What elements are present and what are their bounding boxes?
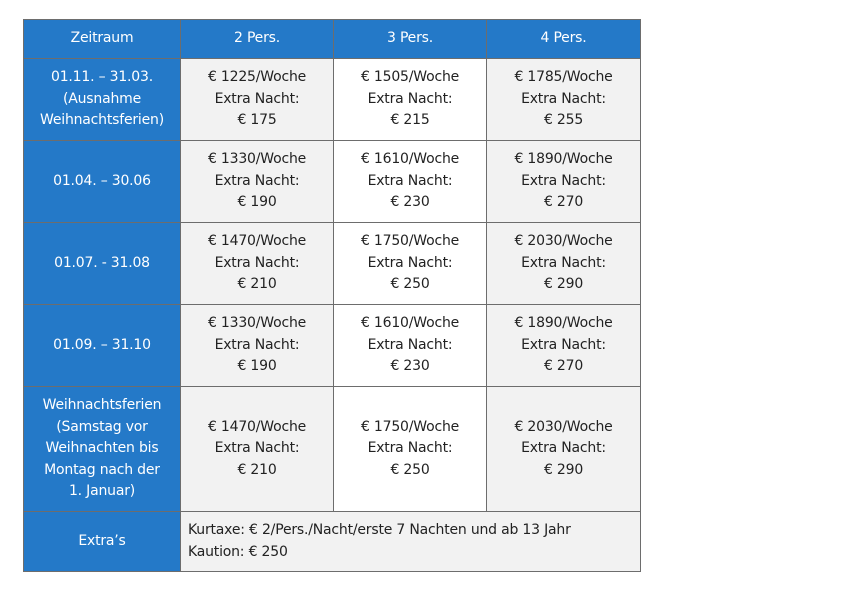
cell-line: Extra Nacht:: [521, 90, 606, 107]
cell-line: Extra Nacht:: [367, 440, 453, 457]
cell-line: Weihnachten bis: [45, 440, 159, 457]
price-cell: € 1330/Woche Extra Nacht: € 190: [180, 140, 334, 223]
cell-line: € 1610/Woche: [360, 151, 460, 168]
period-cell: 01.04. – 30.06: [23, 140, 181, 223]
cell-line: Extra Nacht:: [521, 440, 606, 457]
cell-line: € 215: [390, 112, 430, 129]
period-cell: 01.11. – 31.03. (Ausnahme Weihnachtsferien…: [23, 58, 181, 141]
price-cell: € 1750/Woche Extra Nacht: € 250: [333, 222, 487, 305]
cell-line: € 270: [543, 194, 584, 211]
cell-line: € 175: [237, 112, 277, 129]
cell-line: € 1330/Woche: [207, 151, 307, 168]
price-cell: € 1505/Woche Extra Nacht: € 215: [333, 58, 487, 141]
price-cell: € 1330/Woche Extra Nacht: € 190: [180, 304, 334, 387]
cell-line: € 1470/Woche: [207, 233, 307, 250]
cell-line: € 1610/Woche: [360, 315, 460, 332]
cell-line: (Samstag vor: [56, 418, 148, 435]
cell-line: Extra Nacht:: [367, 336, 453, 353]
header-row: Zeitraum 2 Pers. 3 Pers. 4 Pers.: [23, 19, 641, 59]
cell-line: € 210: [237, 276, 277, 293]
price-table: Zeitraum 2 Pers. 3 Pers. 4 Pers. 01.11. …: [23, 19, 641, 572]
cell-line: € 1785/Woche: [514, 69, 613, 86]
cell-line: € 190: [237, 358, 277, 375]
cell-line: € 290: [543, 461, 584, 478]
cell-line: Extra Nacht:: [521, 336, 606, 353]
cell-line: Extra Nacht:: [367, 90, 453, 107]
cell-line: Kurtaxe: € 2/Pers./Nacht/erste 7 Nachten…: [188, 522, 571, 538]
cell-line: € 290: [543, 276, 584, 293]
cell-line: Kaution: € 250: [188, 543, 288, 560]
price-cell: € 1610/Woche Extra Nacht: € 230: [333, 140, 487, 223]
cell-line: € 255: [543, 112, 584, 129]
cell-line: € 190: [237, 194, 277, 211]
cell-line: 1. Januar): [68, 483, 136, 500]
cell-line: € 1750/Woche: [360, 418, 460, 435]
cell-line: Montag nach der: [44, 461, 160, 478]
price-cell: € 1890/Woche Extra Nacht: € 270: [486, 304, 641, 387]
price-cell: € 2030/Woche Extra Nacht: € 290: [486, 222, 641, 305]
cell-line: 01.09. – 31.10: [53, 336, 151, 353]
cell-line: € 2030/Woche: [514, 233, 613, 250]
cell-line: Extra Nacht:: [214, 90, 300, 107]
cell-line: 01.04. – 30.06: [53, 172, 151, 189]
period-cell: 01.07. - 31.08: [23, 222, 181, 305]
price-cell: € 1610/Woche Extra Nacht: € 230: [333, 304, 487, 387]
cell-line: € 250: [390, 461, 430, 478]
extras-text: Kurtaxe: € 2/Pers./Nacht/erste 7 Nachten…: [180, 511, 641, 572]
price-cell: € 1890/Woche Extra Nacht: € 270: [486, 140, 641, 223]
cell-line: € 1505/Woche: [360, 69, 460, 86]
cell-line: € 1225/Woche: [207, 69, 307, 86]
cell-line: € 1890/Woche: [514, 151, 613, 168]
price-cell: € 1470/Woche Extra Nacht: € 210: [180, 386, 334, 512]
cell-line: Weihnachtsferien: [42, 397, 162, 414]
cell-line: € 1330/Woche: [207, 315, 307, 332]
header-cell: 3 Pers.: [333, 19, 487, 59]
period-cell: Weihnachtsferien (Samstag vor Weihnachten …: [23, 386, 181, 512]
cell-line: 01.11. – 31.03.: [51, 69, 153, 86]
cell-line: € 1470/Woche: [207, 418, 307, 435]
cell-line: € 230: [390, 358, 430, 375]
header-cell: Zeitraum: [23, 19, 181, 59]
price-cell: € 1225/Woche Extra Nacht: € 175: [180, 58, 334, 141]
price-cell: € 1750/Woche Extra Nacht: € 250: [333, 386, 487, 512]
period-cell: 01.09. – 31.10: [23, 304, 181, 387]
cell-line: 01.07. - 31.08: [54, 254, 150, 271]
cell-line: € 1750/Woche: [360, 233, 460, 250]
table-row: 01.11. – 31.03. (Ausnahme Weihnachtsferien…: [23, 58, 641, 141]
cell-line: Extra Nacht:: [367, 172, 453, 189]
cell-line: € 1890/Woche: [514, 315, 613, 332]
table-row: 01.07. - 31.08 € 1470/Woche Extra Nacht: € …: [23, 222, 641, 305]
cell-line: € 230: [390, 194, 430, 211]
cell-line: € 210: [237, 461, 277, 478]
cell-line: € 2030/Woche: [514, 418, 613, 435]
cell-line: Extra Nacht:: [521, 254, 606, 271]
cell-line: € 270: [543, 358, 584, 375]
extras-row: Extra’s Kurtaxe: € 2/Pers./Nacht/erste 7 …: [23, 511, 641, 572]
price-cell: € 1470/Woche Extra Nacht: € 210: [180, 222, 334, 305]
header-cell: 4 Pers.: [486, 19, 641, 59]
cell-line: Weihnachtsferien): [40, 112, 164, 129]
cell-line: € 250: [390, 276, 430, 293]
cell-line: Extra Nacht:: [367, 254, 453, 271]
header-cell: 2 Pers.: [180, 19, 334, 59]
cell-line: Extra Nacht:: [214, 254, 300, 271]
cell-line: Extra Nacht:: [214, 336, 300, 353]
extras-label: Extra’s: [23, 511, 181, 572]
cell-line: Extra Nacht:: [214, 172, 300, 189]
cell-line: Extra Nacht:: [214, 440, 300, 457]
price-cell: € 2030/Woche Extra Nacht: € 290: [486, 386, 641, 512]
cell-line: Extra Nacht:: [521, 172, 606, 189]
table-row: 01.09. – 31.10 € 1330/Woche Extra Nacht: € …: [23, 304, 641, 387]
cell-line: (Ausnahme: [63, 90, 141, 107]
table-row: 01.04. – 30.06 € 1330/Woche Extra Nacht: € …: [23, 140, 641, 223]
table-row: Weihnachtsferien (Samstag vor Weihnachten …: [23, 386, 641, 512]
price-cell: € 1785/Woche Extra Nacht: € 255: [486, 58, 641, 141]
